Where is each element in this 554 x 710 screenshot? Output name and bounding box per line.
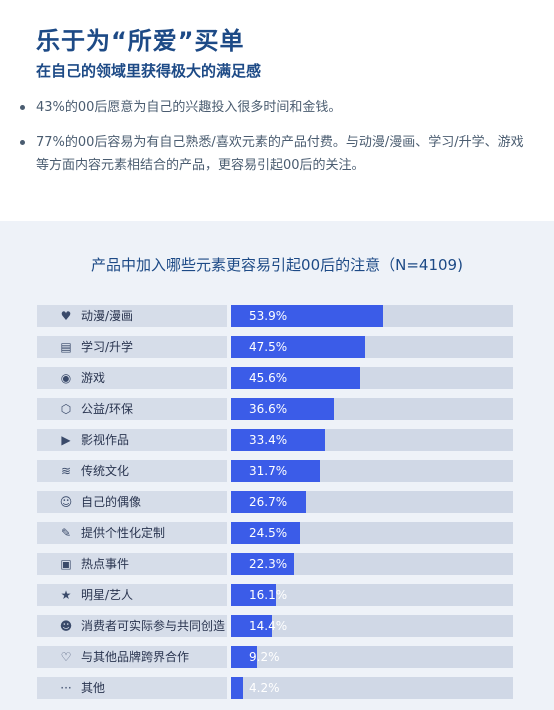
category-label: 影视作品 [81, 433, 130, 447]
category-label: 传统文化 [81, 464, 130, 478]
data-label: 24.5% [249, 526, 288, 540]
bar-track: 26.7% [231, 491, 513, 513]
data-label: 9.2% [249, 650, 280, 664]
chart-panel: 产品中加入哪些元素更容易引起00后的注意（N=4109) ♥ 动漫/漫画 53.9%… [0, 221, 554, 710]
star-person-icon: ★ [60, 588, 72, 602]
bear-icon: ♥ [60, 309, 72, 323]
bar [231, 584, 277, 606]
category-label-cell: ⬡ 公益/环保 [37, 398, 227, 420]
bar [231, 553, 294, 575]
bar-track: 9.2% [231, 646, 513, 668]
category-label: 热点事件 [81, 557, 130, 571]
page-subtitle: 在自己的领域里获得极大的满足感 [36, 62, 262, 80]
category-label-cell: ☻ 消费者可实际参与共同创造 [37, 615, 227, 637]
bar-track: 33.4% [231, 429, 513, 451]
category-label-cell: ≋ 传统文化 [37, 460, 227, 482]
category-label-cell: ◉ 游戏 [37, 367, 227, 389]
data-label: 31.7% [249, 464, 288, 478]
bullet-item: 77%的00后容易为有自己熟悉/喜欢元素的产品付费。与动漫/漫画、学习/升学、游… [14, 131, 534, 177]
person-icon: ☺ [59, 495, 73, 509]
data-label: 47.5% [249, 340, 288, 354]
bar [231, 398, 335, 420]
data-label: 26.7% [249, 495, 288, 509]
gift-icon: ⬡ [60, 402, 72, 416]
bar-track: 47.5% [231, 336, 513, 358]
data-label: 16.1% [249, 588, 288, 602]
bullet-list: 43%的00后愿意为自己的兴趣投入很多时间和金钱。 77%的00后容易为有自己熟… [14, 96, 534, 189]
category-label: 其他 [81, 681, 106, 695]
handshake-icon: ♡ [60, 650, 72, 664]
category-label-cell: ··· 其他 [37, 677, 227, 699]
data-label: 4.2% [249, 681, 280, 695]
category-label-cell: ☺ 自己的偶像 [37, 491, 227, 513]
bar-track: 36.6% [231, 398, 513, 420]
bar-track: 16.1% [231, 584, 513, 606]
bullet-item: 43%的00后愿意为自己的兴趣投入很多时间和金钱。 [14, 96, 534, 119]
bar-track: 24.5% [231, 522, 513, 544]
category-label: 公益/环保 [81, 402, 134, 416]
calendar-icon: ▣ [60, 557, 72, 571]
chart-title: 产品中加入哪些元素更容易引起00后的注意（N=4109) [91, 256, 463, 274]
category-label: 游戏 [81, 371, 106, 385]
bar [231, 677, 243, 699]
bar-track: 53.9% [231, 305, 513, 327]
category-label-cell: ▤ 学习/升学 [37, 336, 227, 358]
puzzle-icon: ✎ [60, 526, 72, 540]
more-dots-icon: ··· [60, 681, 72, 695]
category-label: 动漫/漫画 [81, 309, 134, 323]
bar-track: 14.4% [231, 615, 513, 637]
bar [231, 615, 272, 637]
bar-track: 22.3% [231, 553, 513, 575]
category-label: 消费者可实际参与共同创造 [81, 619, 226, 633]
data-label: 33.4% [249, 433, 288, 447]
page-title: 乐于为“所爱”买单 [36, 27, 245, 55]
bar-track: 31.7% [231, 460, 513, 482]
category-label: 提供个性化定制 [81, 526, 166, 540]
category-label-cell: ✎ 提供个性化定制 [37, 522, 227, 544]
data-label: 22.3% [249, 557, 288, 571]
bar [231, 336, 365, 358]
bar [231, 429, 326, 451]
bar [231, 646, 257, 668]
bar [231, 522, 301, 544]
bar-chart: ♥ 动漫/漫画 53.9% ▤ 学习/升学 47.5% ◉ 游戏 45.6% ⬡ 公益/环保 36.6… [0, 221, 554, 710]
play-circle-icon: ▶ [61, 433, 71, 447]
category-label-cell: ♥ 动漫/漫画 [37, 305, 227, 327]
group-icon: ☻ [59, 619, 73, 633]
category-label-cell: ★ 明星/艺人 [37, 584, 227, 606]
data-label: 45.6% [249, 371, 288, 385]
category-label-cell: ▣ 热点事件 [37, 553, 227, 575]
bar [231, 305, 383, 327]
book-icon: ▤ [60, 340, 72, 354]
data-label: 36.6% [249, 402, 288, 416]
category-label: 学习/升学 [81, 340, 134, 354]
category-label: 明星/艺人 [81, 588, 134, 602]
data-label: 53.9% [249, 309, 288, 323]
bar [231, 460, 321, 482]
bar-track: 45.6% [231, 367, 513, 389]
category-label: 与其他品牌跨界合作 [81, 650, 190, 664]
bar-track: 4.2% [231, 677, 513, 699]
bar [231, 491, 307, 513]
data-label: 14.4% [249, 619, 288, 633]
wifi-icon: ≋ [60, 464, 72, 478]
bar [231, 367, 360, 389]
gamepad-icon: ◉ [60, 371, 72, 385]
category-label-cell: ▶ 影视作品 [37, 429, 227, 451]
category-label: 自己的偶像 [81, 495, 142, 509]
category-label-cell: ♡ 与其他品牌跨界合作 [37, 646, 227, 668]
